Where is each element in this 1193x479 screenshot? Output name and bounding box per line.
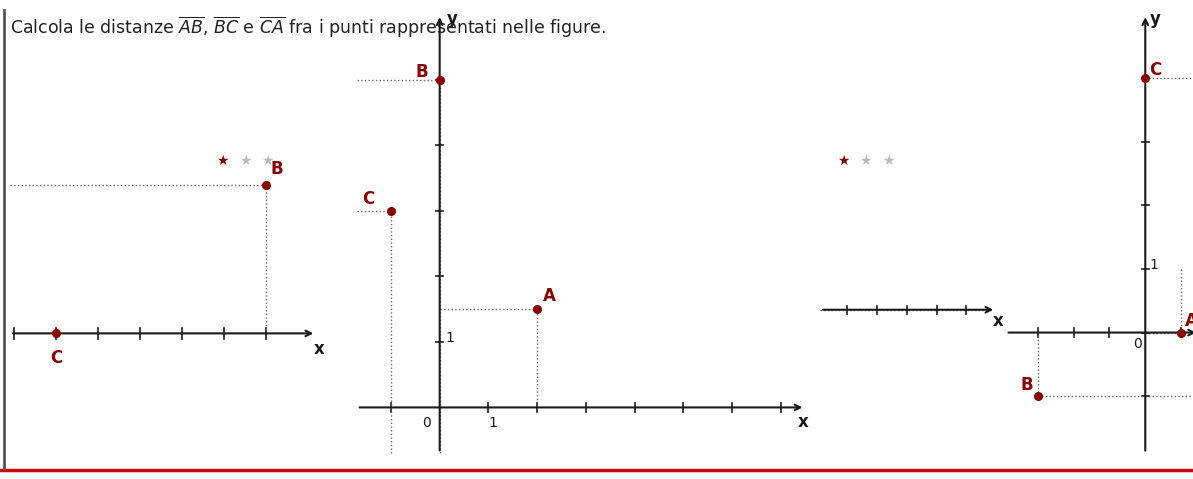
Text: 36: 36: [847, 90, 880, 114]
Text: C: C: [361, 190, 373, 208]
Text: x: x: [314, 340, 324, 358]
Text: B: B: [270, 160, 283, 178]
Text: 35: 35: [227, 90, 260, 114]
Text: A: A: [543, 287, 556, 305]
Text: C: C: [50, 349, 62, 367]
Text: x: x: [994, 312, 1005, 330]
Text: Calcola le distanze $\overline{AB}$, $\overline{BC}$ e $\overline{CA}$ fra i pun: Calcola le distanze $\overline{AB}$, $\o…: [10, 14, 605, 40]
Text: ★: ★: [239, 153, 252, 168]
Text: B: B: [415, 63, 428, 80]
Text: A: A: [1185, 312, 1193, 330]
Text: ★: ★: [217, 153, 229, 168]
Text: 1: 1: [1150, 258, 1158, 272]
Text: 1: 1: [488, 416, 497, 430]
Text: C: C: [1150, 61, 1162, 79]
Text: 0: 0: [422, 416, 432, 430]
Text: y: y: [447, 10, 458, 28]
Text: x: x: [798, 413, 809, 431]
Text: 0: 0: [1133, 338, 1142, 352]
Text: ★: ★: [261, 153, 273, 168]
Text: ★: ★: [859, 153, 872, 168]
Text: B: B: [1020, 376, 1033, 394]
Text: 1: 1: [445, 331, 455, 345]
Text: ★: ★: [837, 153, 849, 168]
Text: y: y: [1150, 10, 1161, 28]
Text: ★: ★: [882, 153, 894, 168]
